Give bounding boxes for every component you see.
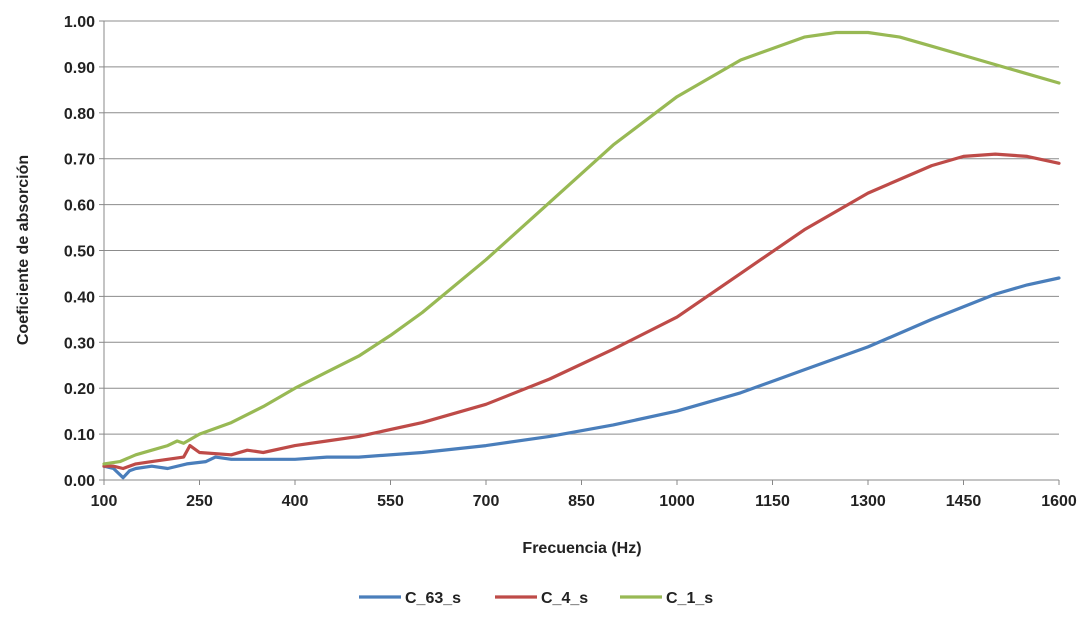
series-line-c-1-s xyxy=(102,30,1061,466)
x-tick-label: 850 xyxy=(568,493,595,510)
x-tick-label: 550 xyxy=(377,493,404,510)
x-tick-label: 250 xyxy=(186,493,213,510)
x-tick-label: 400 xyxy=(282,493,309,510)
x-tick-label: 700 xyxy=(473,493,500,510)
y-tick-label: 0.90 xyxy=(64,60,95,77)
y-tick-label: 0.10 xyxy=(64,427,95,444)
y-tick-label: 0.00 xyxy=(64,473,95,490)
y-tick-label: 0.70 xyxy=(64,152,95,169)
y-tick-label: 0.50 xyxy=(64,244,95,261)
y-tick-label: 0.60 xyxy=(64,198,95,215)
legend-label: C_4_s xyxy=(541,590,588,607)
x-tick-label: 1450 xyxy=(946,493,982,510)
x-tick-label: 1600 xyxy=(1041,493,1077,510)
legend: C_63_s C_4_s C_1_s xyxy=(359,590,713,607)
x-tick-labels: 100 250 400 550 700 850 1000 1150 1300 1450 1600 xyxy=(91,480,1077,510)
x-tick-label: 100 xyxy=(91,493,118,510)
series-layer xyxy=(102,30,1061,480)
y-axis-title: Coeficiente de absorción xyxy=(15,155,32,345)
x-axis-title: Frecuencia (Hz) xyxy=(522,540,641,557)
legend-label: C_63_s xyxy=(405,590,461,607)
y-tick-label: 0.40 xyxy=(64,289,95,306)
y-tick-labels: 0.00 0.10 0.20 0.30 0.40 0.50 0.60 0.70 0.80 0.90… xyxy=(64,14,104,490)
y-tick-label: 1.00 xyxy=(64,14,95,31)
x-tick-label: 1300 xyxy=(850,493,886,510)
x-tick-label: 1000 xyxy=(659,493,695,510)
x-tick-label: 1150 xyxy=(755,493,790,510)
y-tick-label: 0.80 xyxy=(64,106,95,123)
series-line-c-63-s xyxy=(102,276,1061,480)
grid-layer xyxy=(104,20,1059,435)
y-tick-label: 0.30 xyxy=(64,335,95,352)
y-tick-label: 0.20 xyxy=(64,381,95,398)
legend-label: C_1_s xyxy=(666,590,713,607)
series-line-c-4-s xyxy=(102,152,1061,471)
